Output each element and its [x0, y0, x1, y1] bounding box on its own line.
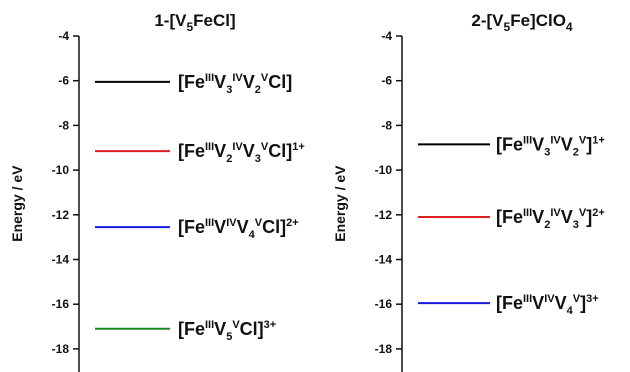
y-tick-label: -6 [58, 74, 69, 88]
energy-level-label: [FeIIIVIVV4V]3+ [496, 293, 599, 317]
energy-level-label: [FeIIIVIVV4VCl]2+ [178, 217, 299, 241]
y-tick-label: -14 [52, 253, 70, 267]
y-tick-label: -16 [375, 297, 393, 311]
y-tick-label: -8 [58, 118, 69, 132]
y-tick-label: -4 [381, 29, 392, 43]
chart-panel-2: 2-[V5Fe]ClO4 -4 -6 -8 -10 -12 -14 -16 -18 Energy … [332, 11, 605, 372]
energy-level-label: [FeIIIV2IVV3V]2+ [496, 207, 605, 231]
y-tick-label: -10 [52, 163, 70, 177]
energy-level-label: [FeIIIV2IVV3VCl]1+ [178, 141, 305, 165]
y-tick-label: -12 [375, 208, 393, 222]
energy-level-label: [FeIIIV3IVV2VCl] [178, 72, 292, 96]
chart-panel-1: 1-[V5FeCl] -4 -6 -8 -10 -12 -14 -16 -18 Energy / … [9, 11, 305, 372]
y-axis-title: Energy / eV [332, 165, 348, 242]
y-tick-label: -8 [381, 118, 392, 132]
chart-title: 1-[V5FeCl] [154, 11, 235, 34]
y-tick-label: -18 [52, 342, 70, 356]
y-tick-label: -12 [52, 208, 70, 222]
energy-level-label: [FeIIIV3IVV2V]1+ [496, 134, 605, 158]
y-axis-title: Energy / eV [9, 165, 25, 242]
chart-title: 2-[V5Fe]ClO4 [471, 11, 573, 34]
y-tick-label: -4 [58, 29, 69, 43]
y-tick-label: -14 [375, 253, 393, 267]
energy-level-label: [FeIIIV5VCl]3+ [178, 319, 276, 343]
y-tick-label: -16 [52, 297, 70, 311]
y-tick-label: -10 [375, 163, 393, 177]
y-tick-label: -18 [375, 342, 393, 356]
y-tick-label: -6 [381, 74, 392, 88]
